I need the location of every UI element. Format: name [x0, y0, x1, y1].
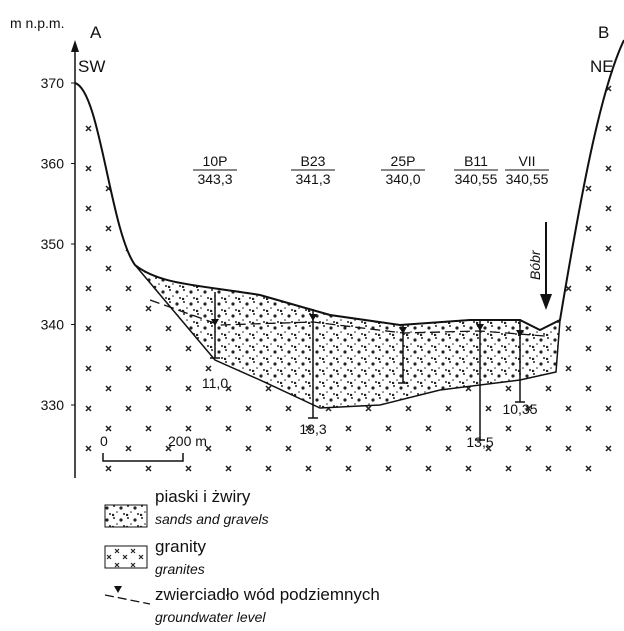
y-tick-label: 330	[41, 397, 65, 413]
water-marker	[516, 330, 524, 337]
legend-swatch	[104, 504, 148, 528]
water-marker	[211, 319, 219, 326]
legend-label: piaski i żwiry	[155, 487, 251, 506]
borehole-elevation: 340,55	[506, 171, 549, 187]
water-marker	[309, 314, 317, 321]
legend-line	[104, 594, 151, 605]
axis-arrow	[71, 40, 79, 52]
y-tick-label: 350	[41, 236, 65, 252]
river-arrowhead	[540, 294, 552, 310]
scale-end: 200 m	[168, 433, 207, 449]
borehole-name: B23	[301, 153, 326, 169]
legend-translation: granites	[155, 561, 205, 577]
borehole-depth: 10,35	[502, 401, 537, 417]
borehole-name: VII	[518, 153, 535, 169]
legend-swatch	[104, 545, 148, 569]
axis-label: m n.p.m.	[10, 15, 64, 31]
y-tick-label: 340	[41, 317, 65, 333]
scale-start: 0	[100, 433, 108, 449]
water-marker	[399, 327, 407, 334]
borehole-elevation: 343,3	[197, 171, 232, 187]
legend-label: granity	[155, 537, 207, 556]
borehole-name: B11	[464, 153, 488, 169]
borehole-elevation: 341,3	[295, 171, 330, 187]
legend-triangle	[114, 586, 122, 593]
borehole-name: 25P	[391, 153, 416, 169]
borehole-elevation: 340,55	[455, 171, 498, 187]
granite-area	[75, 40, 624, 480]
borehole-depth: 13,3	[299, 421, 326, 437]
y-tick-label: 360	[41, 156, 65, 172]
borehole-depth: 11,0	[202, 375, 228, 391]
end-letter: A	[90, 23, 102, 42]
y-tick-label: 370	[41, 75, 65, 91]
borehole-depth: 13,5	[466, 434, 493, 450]
end-letter: B	[598, 23, 609, 42]
end-direction: SW	[78, 57, 105, 76]
legend-translation: sands and gravels	[155, 511, 269, 527]
groundwater-line	[149, 299, 546, 337]
water-marker	[476, 324, 484, 331]
scale-bar	[102, 453, 184, 462]
borehole-name: 10P	[203, 153, 228, 169]
legend-translation: groundwater level	[155, 609, 266, 625]
terrain	[74, 39, 624, 332]
river-label: Bóbr	[527, 249, 543, 280]
legend-label: zwierciadło wód podziemnych	[155, 585, 380, 604]
end-direction: NE	[590, 57, 614, 76]
borehole-elevation: 340,0	[385, 171, 420, 187]
